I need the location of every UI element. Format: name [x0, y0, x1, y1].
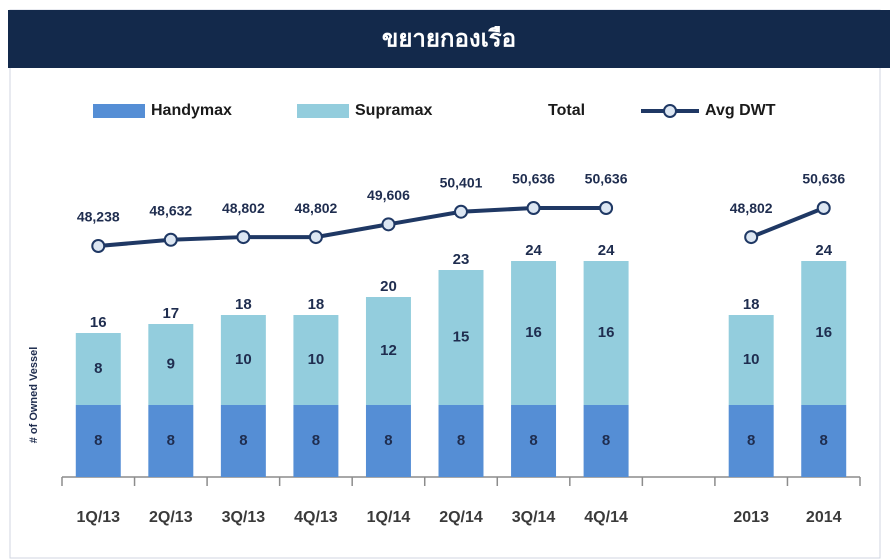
bar-segment: [148, 405, 194, 477]
segment-label: 15: [453, 328, 470, 345]
legend-swatch: [297, 104, 349, 118]
segment-label: 8: [820, 432, 828, 449]
x-tick-label: 2Q/14: [439, 509, 483, 526]
chart-title: ขยายกองเรือ: [382, 25, 516, 52]
x-tick-label: 3Q/14: [512, 509, 556, 526]
avg-dwt-label: 48,802: [222, 200, 265, 216]
bar-segment: [438, 270, 484, 405]
legend-label: Avg DWT: [705, 102, 776, 119]
total-label: 18: [235, 296, 252, 313]
total-label: 24: [815, 242, 832, 259]
segment-label: 8: [239, 432, 247, 449]
total-label: 20: [380, 278, 397, 295]
avg-dwt-marker: [308, 230, 323, 245]
x-tick-label: 2014: [806, 509, 842, 526]
header-bar: [8, 10, 890, 68]
total-label: 18: [743, 296, 760, 313]
legend-label: Supramax: [355, 102, 432, 119]
bar-segment: [438, 405, 484, 477]
total-label: 18: [308, 296, 325, 313]
bar-segment: [293, 405, 339, 477]
avg-dwt-label: 49,606: [367, 187, 410, 203]
total-label: 24: [525, 242, 542, 259]
segment-label: 12: [380, 342, 397, 359]
x-tick-label: 3Q/13: [222, 509, 266, 526]
bar-segment: [801, 261, 847, 405]
bar-segment: [148, 324, 194, 405]
legend-label: Handymax: [151, 102, 232, 119]
bar-segment: [511, 405, 557, 477]
bar-segment: [583, 261, 629, 405]
segment-label: 16: [815, 324, 832, 341]
total-label: 17: [162, 305, 179, 322]
y-axis-label: # of Owned Vessel: [28, 347, 40, 444]
avg-dwt-marker: [381, 217, 396, 232]
avg-dwt-marker: [163, 232, 178, 247]
legend-label: Total: [548, 102, 585, 119]
avg-dwt-label: 48,802: [294, 200, 337, 216]
total-label: 23: [453, 251, 470, 268]
avg-dwt-marker: [454, 204, 468, 219]
segment-label: 16: [525, 324, 542, 341]
bar-segment: [801, 405, 847, 477]
segment-label: 10: [308, 351, 325, 368]
bar-segment: [365, 297, 411, 405]
bar-segment: [365, 405, 411, 477]
bar-segment: [728, 405, 774, 477]
bar-segment: [728, 315, 774, 405]
bar-segment: [583, 405, 629, 477]
x-tick-label: 2013: [733, 509, 769, 526]
avg-dwt-label: 50,636: [802, 171, 845, 187]
segment-label: 8: [457, 432, 465, 449]
bar-segment: [511, 261, 557, 405]
segment-label: 8: [312, 432, 320, 449]
legend-swatch: [93, 104, 145, 118]
total-label: 24: [598, 242, 615, 259]
total-label: 16: [90, 314, 107, 331]
x-tick-label: 1Q/14: [367, 509, 411, 526]
segment-label: 8: [167, 432, 175, 449]
avg-dwt-marker: [91, 239, 106, 253]
avg-dwt-label: 50,636: [585, 171, 628, 187]
segment-label: 16: [598, 324, 615, 341]
avg-dwt-label: 50,401: [440, 174, 483, 190]
bar-segment: [75, 405, 121, 477]
segment-label: 8: [94, 360, 102, 377]
avg-dwt-label: 48,238: [77, 209, 120, 225]
legend-marker: [663, 104, 677, 118]
avg-dwt-label: 50,636: [512, 171, 555, 187]
avg-dwt-marker: [744, 230, 759, 245]
avg-dwt-marker: [236, 230, 251, 245]
segment-label: 10: [743, 351, 760, 368]
segment-label: 8: [747, 432, 755, 449]
x-tick-label: 4Q/14: [584, 509, 628, 526]
x-tick-label: 1Q/13: [76, 509, 120, 526]
avg-dwt-marker: [599, 201, 614, 215]
bar-segment: [293, 315, 339, 405]
segment-label: 8: [384, 432, 392, 449]
avg-dwt-line: [98, 206, 825, 248]
segment-label: 9: [167, 355, 175, 372]
segment-label: 8: [602, 432, 610, 449]
bar-segment: [75, 333, 121, 405]
bar-segment: [220, 315, 266, 405]
avg-dwt-label: 48,802: [730, 200, 773, 216]
x-tick-label: 2Q/13: [149, 509, 193, 526]
bar-segment: [220, 405, 266, 477]
x-tick-label: 4Q/13: [294, 509, 338, 526]
segment-label: 8: [529, 432, 537, 449]
segment-label: 8: [94, 432, 102, 449]
avg-dwt-label: 48,632: [149, 202, 192, 218]
avg-dwt-marker: [526, 201, 541, 215]
avg-dwt-marker: [816, 201, 831, 215]
segment-label: 10: [235, 351, 252, 368]
